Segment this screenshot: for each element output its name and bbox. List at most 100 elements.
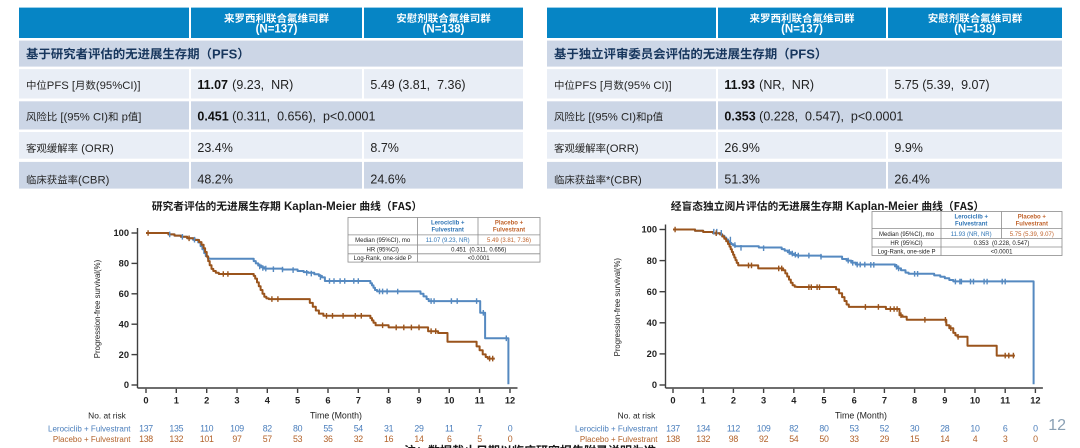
svg-text:52: 52 xyxy=(880,423,890,433)
svg-text:28: 28 xyxy=(940,423,950,433)
svg-text:5.49 (3.81, 7.36): 5.49 (3.81, 7.36) xyxy=(370,78,465,92)
svg-text:101: 101 xyxy=(200,434,214,444)
svg-text:54: 54 xyxy=(789,434,799,444)
svg-text:11.07: 11.07 xyxy=(197,78,228,92)
svg-text:8: 8 xyxy=(912,395,917,405)
svg-text:11.07 (9.23, NR): 11.07 (9.23, NR) xyxy=(426,238,470,244)
svg-text:0: 0 xyxy=(508,423,513,433)
svg-text:7: 7 xyxy=(882,395,887,405)
svg-text:(N=138): (N=138) xyxy=(954,24,996,36)
svg-text:80: 80 xyxy=(819,423,829,433)
svg-text:11.93: 11.93 xyxy=(724,78,755,92)
svg-text:(N=137): (N=137) xyxy=(781,24,823,36)
svg-text:48.2%: 48.2% xyxy=(197,173,232,187)
svg-text:135: 135 xyxy=(169,423,183,433)
svg-text:Lerociclib +: Lerociclib + xyxy=(954,215,988,221)
svg-text:26.9%: 26.9% xyxy=(724,141,759,155)
svg-text:PFS: PFS xyxy=(212,46,238,61)
svg-text:138: 138 xyxy=(666,434,680,444)
svg-text:5.75 (5.39, 9.07): 5.75 (5.39, 9.07) xyxy=(894,78,989,92)
svg-text:7: 7 xyxy=(477,423,482,433)
svg-text:109: 109 xyxy=(230,423,244,433)
svg-text:5.49 (3.81, 7.36): 5.49 (3.81, 7.36) xyxy=(487,238,531,244)
svg-text:Progression-free survival(%): Progression-free survival(%) xyxy=(93,259,102,358)
svg-text:Log-Rank, one-side P: Log-Rank, one-side P xyxy=(877,249,935,255)
svg-text:5: 5 xyxy=(821,395,826,405)
svg-text:1: 1 xyxy=(701,395,706,405)
svg-text:12: 12 xyxy=(505,395,515,405)
svg-text:5: 5 xyxy=(477,434,482,444)
svg-text:0.353: 0.353 xyxy=(724,110,755,124)
svg-text:3: 3 xyxy=(761,395,766,405)
svg-text:4: 4 xyxy=(265,395,271,405)
svg-text:12: 12 xyxy=(1030,395,1040,405)
svg-text:60: 60 xyxy=(119,289,129,299)
svg-text:15: 15 xyxy=(910,434,920,444)
svg-text:]: ] xyxy=(138,112,141,124)
svg-text:[(95% CI): [(95% CI) xyxy=(57,112,108,124)
svg-text:6: 6 xyxy=(325,395,330,405)
svg-text:137: 137 xyxy=(139,423,153,433)
svg-text:30: 30 xyxy=(910,423,920,433)
svg-text:(0.311, 0.656), p<0.0001: (0.311, 0.656), p<0.0001 xyxy=(229,110,376,124)
svg-text:138: 138 xyxy=(139,434,153,444)
svg-text:Time (Month): Time (Month) xyxy=(310,410,362,420)
svg-text:8.7%: 8.7% xyxy=(370,141,399,155)
svg-text:*(CBR): *(CBR) xyxy=(606,175,642,187)
svg-text:(95%CI)]: (95%CI)] xyxy=(96,80,141,92)
svg-text:92: 92 xyxy=(759,434,769,444)
svg-text:80: 80 xyxy=(119,259,129,269)
svg-text:HR (95%CI): HR (95%CI) xyxy=(890,241,922,247)
svg-text:0: 0 xyxy=(1033,423,1038,433)
svg-text:0: 0 xyxy=(670,395,675,405)
svg-text:82: 82 xyxy=(789,423,799,433)
svg-text:60: 60 xyxy=(647,287,657,297)
svg-text:No. at risk: No. at risk xyxy=(88,410,127,420)
svg-text:10: 10 xyxy=(444,395,454,405)
svg-text:20: 20 xyxy=(119,350,129,360)
svg-text:(ORR): (ORR) xyxy=(606,143,639,155)
svg-text:6: 6 xyxy=(447,434,452,444)
svg-text:32: 32 xyxy=(354,434,364,444)
svg-text:PFS: PFS xyxy=(790,46,816,61)
svg-text:Fulvestrant: Fulvestrant xyxy=(955,222,987,228)
svg-text:4: 4 xyxy=(791,395,797,405)
svg-text:1: 1 xyxy=(174,395,179,405)
svg-text:40: 40 xyxy=(119,319,129,329)
svg-text:Progression-free survival(%): Progression-free survival(%) xyxy=(613,258,622,357)
svg-text:50: 50 xyxy=(819,434,829,444)
svg-text:100: 100 xyxy=(113,228,129,238)
svg-text:Median (95%CI), mo: Median (95%CI), mo xyxy=(355,238,411,244)
svg-text:5.75 (5.39, 9.07): 5.75 (5.39, 9.07) xyxy=(1010,232,1054,238)
svg-text:(NR, NR): (NR, NR) xyxy=(756,78,814,92)
svg-text:10: 10 xyxy=(970,423,980,433)
svg-text:(9.23, NR): (9.23, NR) xyxy=(229,78,294,92)
svg-text:8: 8 xyxy=(386,395,391,405)
svg-text:Fulvestrant: Fulvestrant xyxy=(432,228,464,234)
svg-text:57: 57 xyxy=(263,434,273,444)
svg-text:Placebo +: Placebo + xyxy=(1018,215,1047,221)
svg-text:0: 0 xyxy=(124,380,129,390)
svg-text:0.451: 0.451 xyxy=(197,110,228,124)
svg-text:137: 137 xyxy=(666,423,680,433)
svg-text:2: 2 xyxy=(731,395,736,405)
svg-text:Log-Rank, one-side P: Log-Rank, one-side P xyxy=(354,256,412,262)
svg-text:0: 0 xyxy=(652,380,657,390)
svg-text:134: 134 xyxy=(696,423,710,433)
svg-text:Median (95%CI), mo: Median (95%CI), mo xyxy=(879,232,935,238)
svg-text:9: 9 xyxy=(942,395,947,405)
svg-text:p: p xyxy=(119,112,128,124)
svg-text:3: 3 xyxy=(1003,434,1008,444)
svg-text:HR (95%CI): HR (95%CI) xyxy=(367,248,399,254)
svg-text:33: 33 xyxy=(850,434,860,444)
svg-text:23.4%: 23.4% xyxy=(197,141,232,155)
svg-text:Lerociclib + Fulvestrant: Lerociclib + Fulvestrant xyxy=(575,424,658,433)
svg-text:4: 4 xyxy=(973,434,978,444)
svg-text:(0.228, 0.547), p<0.0001: (0.228, 0.547), p<0.0001 xyxy=(756,110,904,124)
svg-text:(95% CI)]: (95% CI)] xyxy=(624,80,672,92)
svg-text:Placebo + Fulvestrant: Placebo + Fulvestrant xyxy=(580,435,658,444)
svg-text:<0.0001: <0.0001 xyxy=(468,256,491,262)
svg-text:40: 40 xyxy=(647,318,657,328)
svg-text:55: 55 xyxy=(323,423,333,433)
svg-text:5: 5 xyxy=(295,395,300,405)
